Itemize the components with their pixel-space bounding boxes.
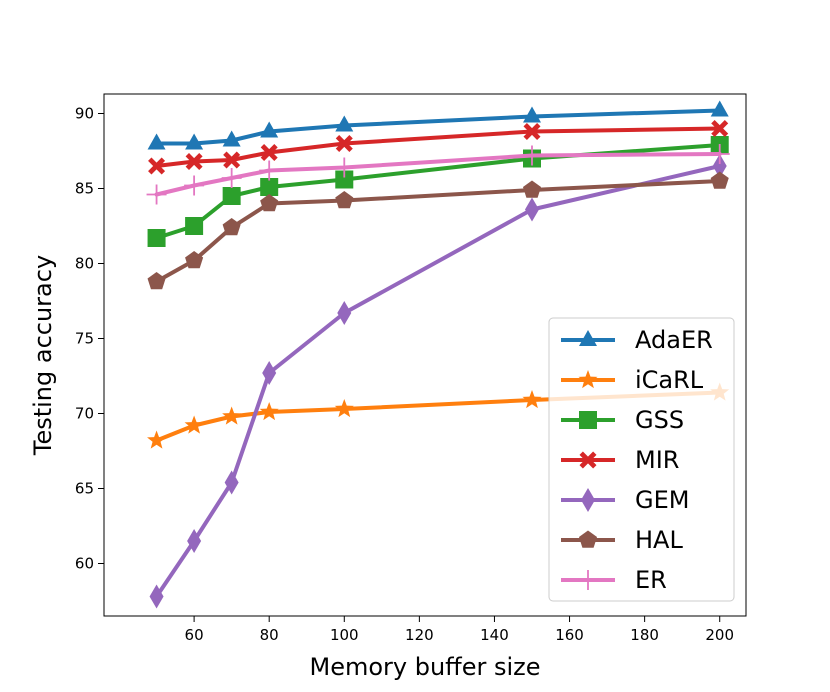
legend-label: AdaER [635,326,713,354]
data-point-icarl [147,430,167,449]
y-tick-label: 85 [75,180,94,198]
legend-box [548,317,735,602]
data-point-icarl [259,402,279,421]
x-tick-label: 120 [405,626,434,644]
data-point-icarl [522,390,542,409]
data-point-mir [185,153,203,170]
x-tick-label: 180 [630,626,659,644]
data-point-er [146,184,167,205]
series-mir [148,120,729,175]
x-tick-label: 140 [480,626,509,644]
data-point-hal [222,218,241,236]
data-point-adaer [147,133,166,150]
x-axis-label: Memory buffer size [309,653,540,681]
legend-entry-hal: HAL [561,526,683,554]
data-point-hal [522,180,542,198]
legend-label: MIR [635,446,679,474]
x-tick-label: 200 [705,626,734,644]
y-axis-label: Testing accuracy [29,255,57,456]
data-point-adaer [260,121,279,138]
y-tick-label: 90 [75,105,94,123]
data-point-er [522,145,542,166]
data-point-gss [222,187,241,205]
legend-entry-adaer: AdaER [561,326,713,354]
data-point-icarl [334,399,354,418]
x-axis: 60 80 100 120 140 160 180 200 [185,616,734,644]
data-point-gem [262,361,277,385]
y-tick-label: 60 [75,555,94,573]
data-point-adaer [185,133,204,150]
legend-marker-er [578,570,598,590]
legend-label: GSS [635,406,684,434]
data-point-adaer [222,130,241,147]
legend-marker-mir [579,451,597,469]
series-gem [149,154,727,609]
data-point-hal [710,171,729,189]
data-point-er [334,157,355,178]
x-tick-label: 60 [185,626,204,644]
y-axis: 60 65 70 75 80 85 90 [75,105,104,573]
x-tick-label: 100 [330,626,359,644]
data-point-gem [712,154,727,178]
y-tick-label: 80 [75,255,94,273]
legend-label: iCaRL [635,366,704,394]
data-point-hal [147,272,166,290]
legend-entry-gem: GEM [561,486,689,514]
legend-entry-gss: GSS [561,406,684,434]
legend-marker-gss [579,411,597,429]
data-point-er [709,144,730,164]
data-point-adaer [335,115,354,132]
x-tick-label: 160 [555,626,584,644]
data-point-mir [523,123,541,140]
data-point-gss [335,170,354,189]
data-point-er [184,175,205,196]
data-point-adaer [523,106,541,123]
data-point-hal [335,191,354,209]
data-point-icarl [184,415,204,434]
legend-entry-mir: MIR [561,446,679,474]
data-point-hal [185,251,204,269]
legend: AdaER iCaRL GSS MIR GEM HAL ER [548,317,735,602]
data-point-mir [711,120,729,137]
data-point-gem [337,301,352,325]
data-point-gem [149,584,164,609]
x-tick-label: 80 [260,626,279,644]
legend-marker-adaer [579,330,597,346]
data-point-mir [335,135,353,152]
y-tick-label: 65 [75,480,94,498]
legend-label: HAL [635,526,683,554]
legend-marker-hal [578,530,598,548]
data-point-gss [147,229,166,247]
data-point-gem [187,529,202,553]
y-tick-label: 70 [75,405,94,423]
series-er [146,144,730,205]
series-line-hal [154,179,722,284]
data-point-mir [223,151,241,169]
legend-label: ER [635,566,667,594]
y-tick-label: 75 [75,330,94,348]
data-point-gss [260,178,279,196]
data-point-gss [185,217,204,235]
data-point-er [221,168,242,188]
series-hal [147,171,729,290]
data-point-hal [260,194,279,212]
data-point-icarl [222,406,242,425]
legend-label: GEM [635,486,689,514]
legend-marker-gem [581,488,595,512]
legend-entry-icarl: iCaRL [561,366,704,394]
legend-marker-icarl [578,370,598,389]
data-point-adaer [710,100,729,117]
plot-frame [103,93,747,617]
data-point-gem [525,197,539,222]
series-adaer [147,100,729,150]
legend-entry-er: ER [561,566,667,594]
data-point-gem [224,470,239,495]
data-point-mir [260,144,278,161]
data-point-mir [148,157,166,175]
data-point-er [259,160,280,181]
